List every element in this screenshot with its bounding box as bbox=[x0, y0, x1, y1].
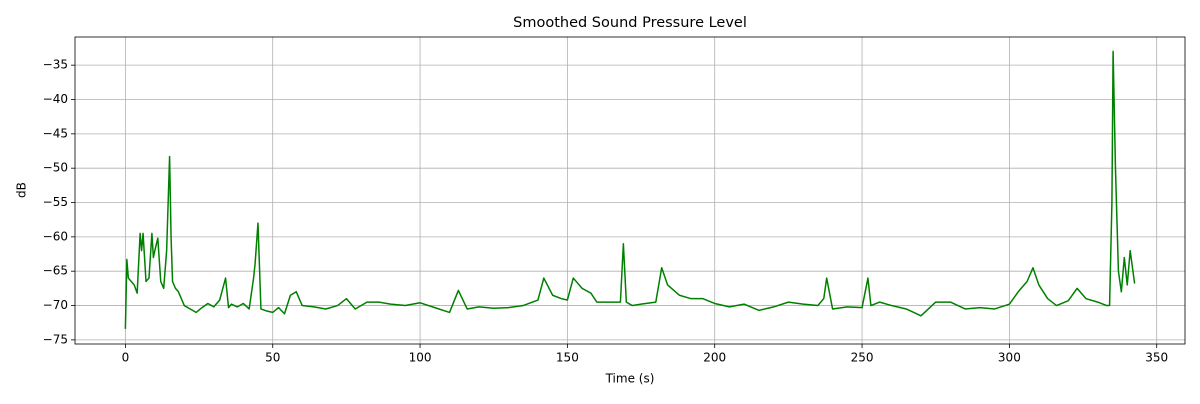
plot-frame bbox=[74, 36, 1186, 345]
y-tick-label: −55 bbox=[43, 195, 68, 209]
chart-title: Smoothed Sound Pressure Level bbox=[513, 15, 747, 31]
y-tick-label: −45 bbox=[43, 126, 68, 140]
x-tick-label: 200 bbox=[703, 351, 726, 365]
y-tick-label: −35 bbox=[43, 58, 68, 72]
x-axis-label: Time (s) bbox=[605, 372, 655, 386]
x-tick-label: 350 bbox=[1145, 351, 1168, 365]
y-tick-label: −70 bbox=[43, 298, 68, 312]
y-tick-label: −65 bbox=[43, 264, 68, 278]
y-axis-label: dB bbox=[15, 182, 29, 198]
line-series bbox=[124, 50, 1136, 329]
x-tick-label: 0 bbox=[122, 351, 130, 365]
y-tick-label: −40 bbox=[43, 92, 68, 106]
y-tick-label: −50 bbox=[43, 161, 68, 175]
x-tick-label: 50 bbox=[265, 351, 280, 365]
x-tick-label: 100 bbox=[409, 351, 432, 365]
y-tick-label: −75 bbox=[43, 332, 68, 346]
x-tick-label: 300 bbox=[998, 351, 1021, 365]
y-tick-label: −60 bbox=[43, 229, 68, 243]
x-tick-label: 150 bbox=[556, 351, 579, 365]
x-tick-label: 250 bbox=[851, 351, 874, 365]
